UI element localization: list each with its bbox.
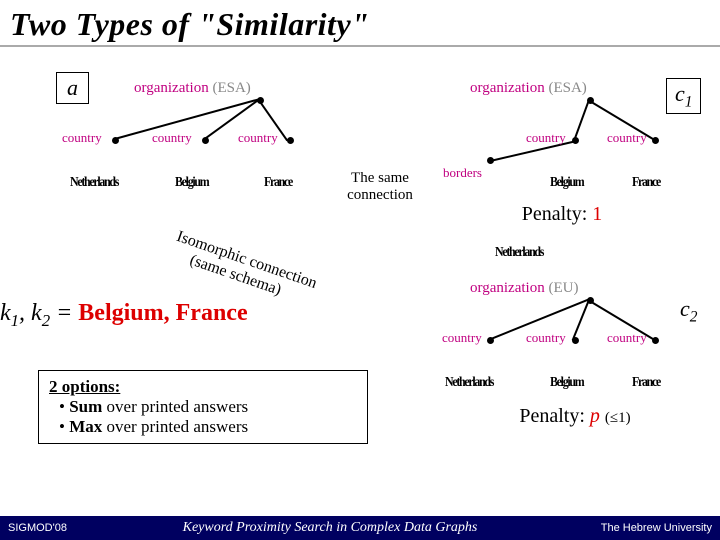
lbl-country-r2c: country [607, 330, 647, 346]
k1s: 1 [11, 311, 19, 330]
c1-var: c [675, 81, 685, 106]
lbl-country-r1b: country [607, 130, 647, 146]
dot [287, 137, 294, 144]
org-word-r2: organization [470, 280, 545, 296]
name-be-r2: Belgium [550, 375, 583, 391]
name-nl-r2: Netherlands [445, 375, 493, 391]
org-word: organization [134, 80, 209, 96]
name-nl-l: Netherlands [70, 175, 118, 191]
c2-sub: 2 [690, 308, 698, 325]
name-fr-r2: France [632, 375, 660, 391]
lbl-country-r1a: country [526, 130, 566, 146]
lbl-country-l2: country [152, 130, 192, 146]
box-a: a [56, 72, 89, 104]
same-conn-2: connection [347, 187, 413, 203]
k-comma: , [164, 300, 176, 326]
iso-label: Isomorphic connection (same schema) [168, 228, 319, 310]
options-box: 2 options: Sum over printed answers Max … [38, 370, 368, 444]
k2s: 2 [42, 311, 50, 330]
same-conn-1: The same [351, 170, 409, 186]
name-fr-r1: France [632, 175, 660, 191]
org-word-r1: organization [470, 80, 545, 96]
lbl-borders: borders [443, 165, 482, 181]
lbl-country-r2b: country [526, 330, 566, 346]
opt-max: Max [69, 417, 102, 436]
esa-word-r1: (ESA) [548, 80, 586, 96]
name-fr-l: France [264, 175, 292, 191]
footer: SIGMOD'08 Keyword Proximity Search in Co… [0, 516, 720, 540]
opt-sum: Sum [69, 397, 102, 416]
left-org-label: organization (ESA) [134, 80, 251, 97]
lbl-country-l3: country [238, 130, 278, 146]
esa-word: (ESA) [212, 80, 250, 96]
k-eq: = [50, 300, 78, 326]
right1-org-label: organization (ESA) [470, 80, 587, 97]
name-nl-r1: Netherlands [495, 245, 543, 261]
opt-head: 2 options: [49, 377, 357, 397]
box-c1: c1 [666, 78, 701, 114]
name-be-r1: Belgium [550, 175, 583, 191]
penalty2-note: (≤1) [605, 410, 631, 426]
penalty1-label: Penalty: [522, 203, 588, 225]
footer-right: The Hebrew University [570, 522, 720, 534]
opt-sum-line: Sum over printed answers [59, 397, 357, 417]
c1-sub: 1 [685, 93, 693, 110]
c2-var: c [680, 296, 690, 321]
opt-tail-1: over printed answers [102, 397, 248, 416]
lbl-country-l1: country [62, 130, 102, 146]
opt-tail-2: over printed answers [102, 417, 248, 436]
label-c2: c2 [680, 296, 697, 326]
penalty-2: Penalty: p (≤1) [460, 405, 690, 428]
same-connection-label: The same connection [330, 170, 430, 204]
penalty2-val: p [590, 405, 600, 427]
lbl-country-r2a: country [442, 330, 482, 346]
eu-word: (EU) [548, 280, 578, 296]
footer-left: SIGMOD'08 [0, 522, 90, 534]
opt-max-line: Max over printed answers [59, 417, 357, 437]
right2-org-label: organization (EU) [470, 280, 578, 297]
name-be-l: Belgium [175, 175, 208, 191]
k-line: k1, k2 = Belgium, France [0, 300, 248, 331]
k1: k [0, 300, 11, 326]
penalty1-val: 1 [592, 203, 602, 225]
penalty-1: Penalty: 1 [472, 203, 652, 226]
footer-center: Keyword Proximity Search in Complex Data… [90, 520, 570, 536]
slide-title: Two Types of "Similarity" [0, 0, 720, 47]
penalty2-label: Penalty: [519, 405, 585, 427]
k2: k [31, 300, 42, 326]
edge [574, 99, 590, 141]
k-be: Belgium [78, 300, 163, 326]
k-fr: France [176, 300, 248, 326]
